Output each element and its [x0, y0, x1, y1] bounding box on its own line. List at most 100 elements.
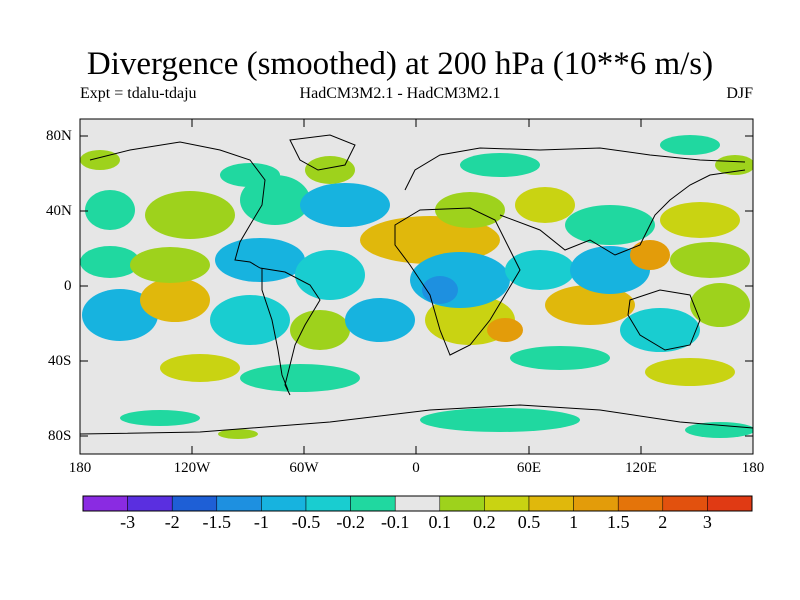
colorbar-swatch — [617, 495, 664, 512]
lon-label-120w: 120W — [173, 460, 211, 476]
colorbar-swatch — [573, 495, 619, 512]
lon-label-60e: 60E — [516, 460, 542, 476]
colorbar-label: 0.5 — [517, 512, 541, 532]
coast-africa — [394, 207, 521, 356]
lon-label-180e: 180 — [741, 460, 765, 476]
colorbar-swatch — [350, 495, 396, 512]
field-blob — [422, 276, 458, 304]
field-blob — [290, 310, 350, 350]
colorbar-swatch — [707, 495, 753, 512]
model-label: HadCM3M2.1 - HadCM3M2.1 — [299, 85, 501, 102]
field-blob — [80, 150, 120, 170]
coast-australia — [627, 289, 701, 351]
lon-label-0: 0 — [412, 460, 420, 476]
colorbar-label: -0.5 — [291, 512, 321, 532]
coast-greenland — [289, 134, 356, 171]
colorbar-label: -1 — [253, 512, 269, 532]
field-blob — [487, 318, 523, 342]
field-blob — [240, 364, 360, 392]
field-blob — [130, 247, 210, 283]
lat-label-80n: 80N — [46, 128, 72, 144]
colorbar-label: 3 — [702, 512, 712, 532]
field-blob — [660, 202, 740, 238]
field-blob — [460, 153, 540, 177]
field-blob — [630, 240, 670, 270]
field-blob — [660, 135, 720, 155]
field-blob — [305, 156, 355, 184]
lon-label-60w: 60W — [289, 460, 319, 476]
field-blob — [85, 190, 135, 230]
field-blob — [410, 252, 510, 308]
colorbar-swatch — [484, 495, 530, 512]
coast-south-america — [259, 267, 321, 396]
season-label: DJF — [726, 85, 753, 102]
field-blob — [120, 410, 200, 426]
colorbar-swatch — [216, 495, 262, 512]
field-blob — [510, 346, 610, 370]
colorbar-label: 1.5 — [606, 512, 630, 532]
lat-label-eq: 0 — [64, 278, 72, 294]
field-blob — [210, 295, 290, 345]
coast-south-america-west — [261, 268, 289, 391]
colorbar-swatch — [662, 495, 708, 512]
colorbar-swatch — [439, 495, 485, 512]
field-blob — [420, 408, 580, 432]
field-blob — [670, 242, 750, 278]
field-blob — [545, 285, 635, 325]
colorbar-swatch — [82, 495, 128, 512]
field-blob — [145, 191, 235, 239]
field-blob — [435, 192, 505, 228]
field-blob — [685, 422, 753, 438]
colorbar-swatch — [127, 495, 173, 512]
colorbar-label: -3 — [120, 512, 136, 532]
colorbar — [82, 495, 753, 512]
field-blob — [565, 205, 655, 245]
colorbar-swatch — [261, 495, 307, 512]
field-blob — [690, 283, 750, 327]
colorbar-label: -0.1 — [380, 512, 410, 532]
field-blob — [218, 429, 258, 439]
coast-north-america — [89, 141, 266, 269]
colorbar-label: 0.2 — [473, 512, 496, 532]
field-blob — [515, 187, 575, 223]
field-blob — [620, 308, 700, 352]
colorbar-frame — [82, 495, 753, 512]
colorbar-swatch — [171, 495, 218, 512]
field-blob — [140, 278, 210, 322]
lat-label-80s: 80S — [48, 428, 72, 444]
colorbar-label: -0.2 — [336, 512, 365, 532]
experiment-label: Expt = tdalu-tdaju — [80, 85, 197, 102]
axis-ticks — [80, 119, 753, 454]
lon-label-120e: 120E — [625, 460, 657, 476]
lat-label-40n: 40N — [46, 203, 72, 219]
colorbar-label: 2 — [658, 512, 668, 532]
colorbar-label: 0.1 — [428, 512, 452, 532]
colorbar-swatch — [305, 495, 351, 512]
field-blob — [220, 163, 280, 187]
lon-label-180w: 180 — [68, 460, 92, 476]
coastlines — [80, 134, 753, 435]
colorbar-label: -2 — [164, 512, 180, 532]
divergence-field — [80, 135, 753, 439]
lat-label-40s: 40S — [48, 353, 72, 369]
field-blob — [505, 250, 575, 290]
field-blob — [645, 358, 735, 386]
colorbar-label: 1 — [569, 512, 579, 532]
colorbar-swatch — [394, 495, 441, 512]
colorbar-label: -1.5 — [202, 512, 232, 532]
field-blob — [715, 155, 753, 175]
field-blob — [300, 183, 390, 227]
field-blob — [160, 354, 240, 382]
field-blob — [82, 289, 158, 341]
field-blob — [345, 298, 415, 342]
field-blob — [295, 250, 365, 300]
field-blob — [80, 246, 140, 278]
coast-asia — [499, 169, 746, 256]
chart-title: Divergence (smoothed) at 200 hPa (10**6 … — [86, 46, 714, 82]
field-blob — [215, 238, 305, 282]
coast-antarctica — [80, 404, 753, 435]
colorbar-swatch — [528, 495, 574, 512]
field-blob — [570, 246, 650, 294]
coast-europe — [404, 147, 746, 191]
